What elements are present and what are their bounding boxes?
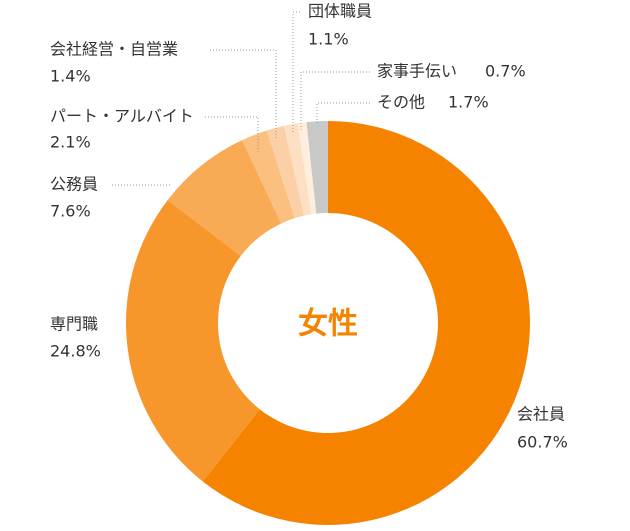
slice: [126, 200, 260, 482]
category-label: 団体職員: [308, 2, 372, 21]
slice: [242, 130, 295, 224]
category-label: 会社経営・自営業: [50, 40, 178, 59]
category-label: 会社員: [517, 405, 565, 424]
slice: [167, 140, 282, 257]
leader-line: [292, 11, 300, 134]
value-label: 1.4%: [50, 67, 91, 86]
value-label: 1.1%: [308, 30, 349, 49]
value-label: 1.7%: [448, 93, 489, 112]
slices: [126, 121, 531, 525]
leader-line: [300, 71, 370, 130]
slice: [283, 123, 312, 216]
slice: [306, 121, 328, 214]
value-label: 0.7%: [485, 62, 526, 81]
leader-line: [316, 102, 370, 124]
center-label: 女性: [298, 307, 358, 342]
category-label: 公務員: [50, 175, 98, 194]
slice: [266, 125, 305, 219]
leader-line: [210, 49, 277, 140]
value-label: 60.7%: [517, 433, 568, 452]
value-label: 7.6%: [50, 202, 91, 221]
category-label: 家事手伝い: [377, 62, 457, 81]
slice: [297, 122, 317, 215]
value-label: 2.1%: [50, 133, 91, 152]
leaders: [112, 11, 370, 186]
category-label: 専門職: [50, 315, 98, 334]
category-label: その他: [377, 93, 425, 112]
category-label: パート・アルバイト: [50, 107, 194, 126]
value-label: 24.8%: [50, 342, 101, 361]
slice: [202, 121, 531, 525]
